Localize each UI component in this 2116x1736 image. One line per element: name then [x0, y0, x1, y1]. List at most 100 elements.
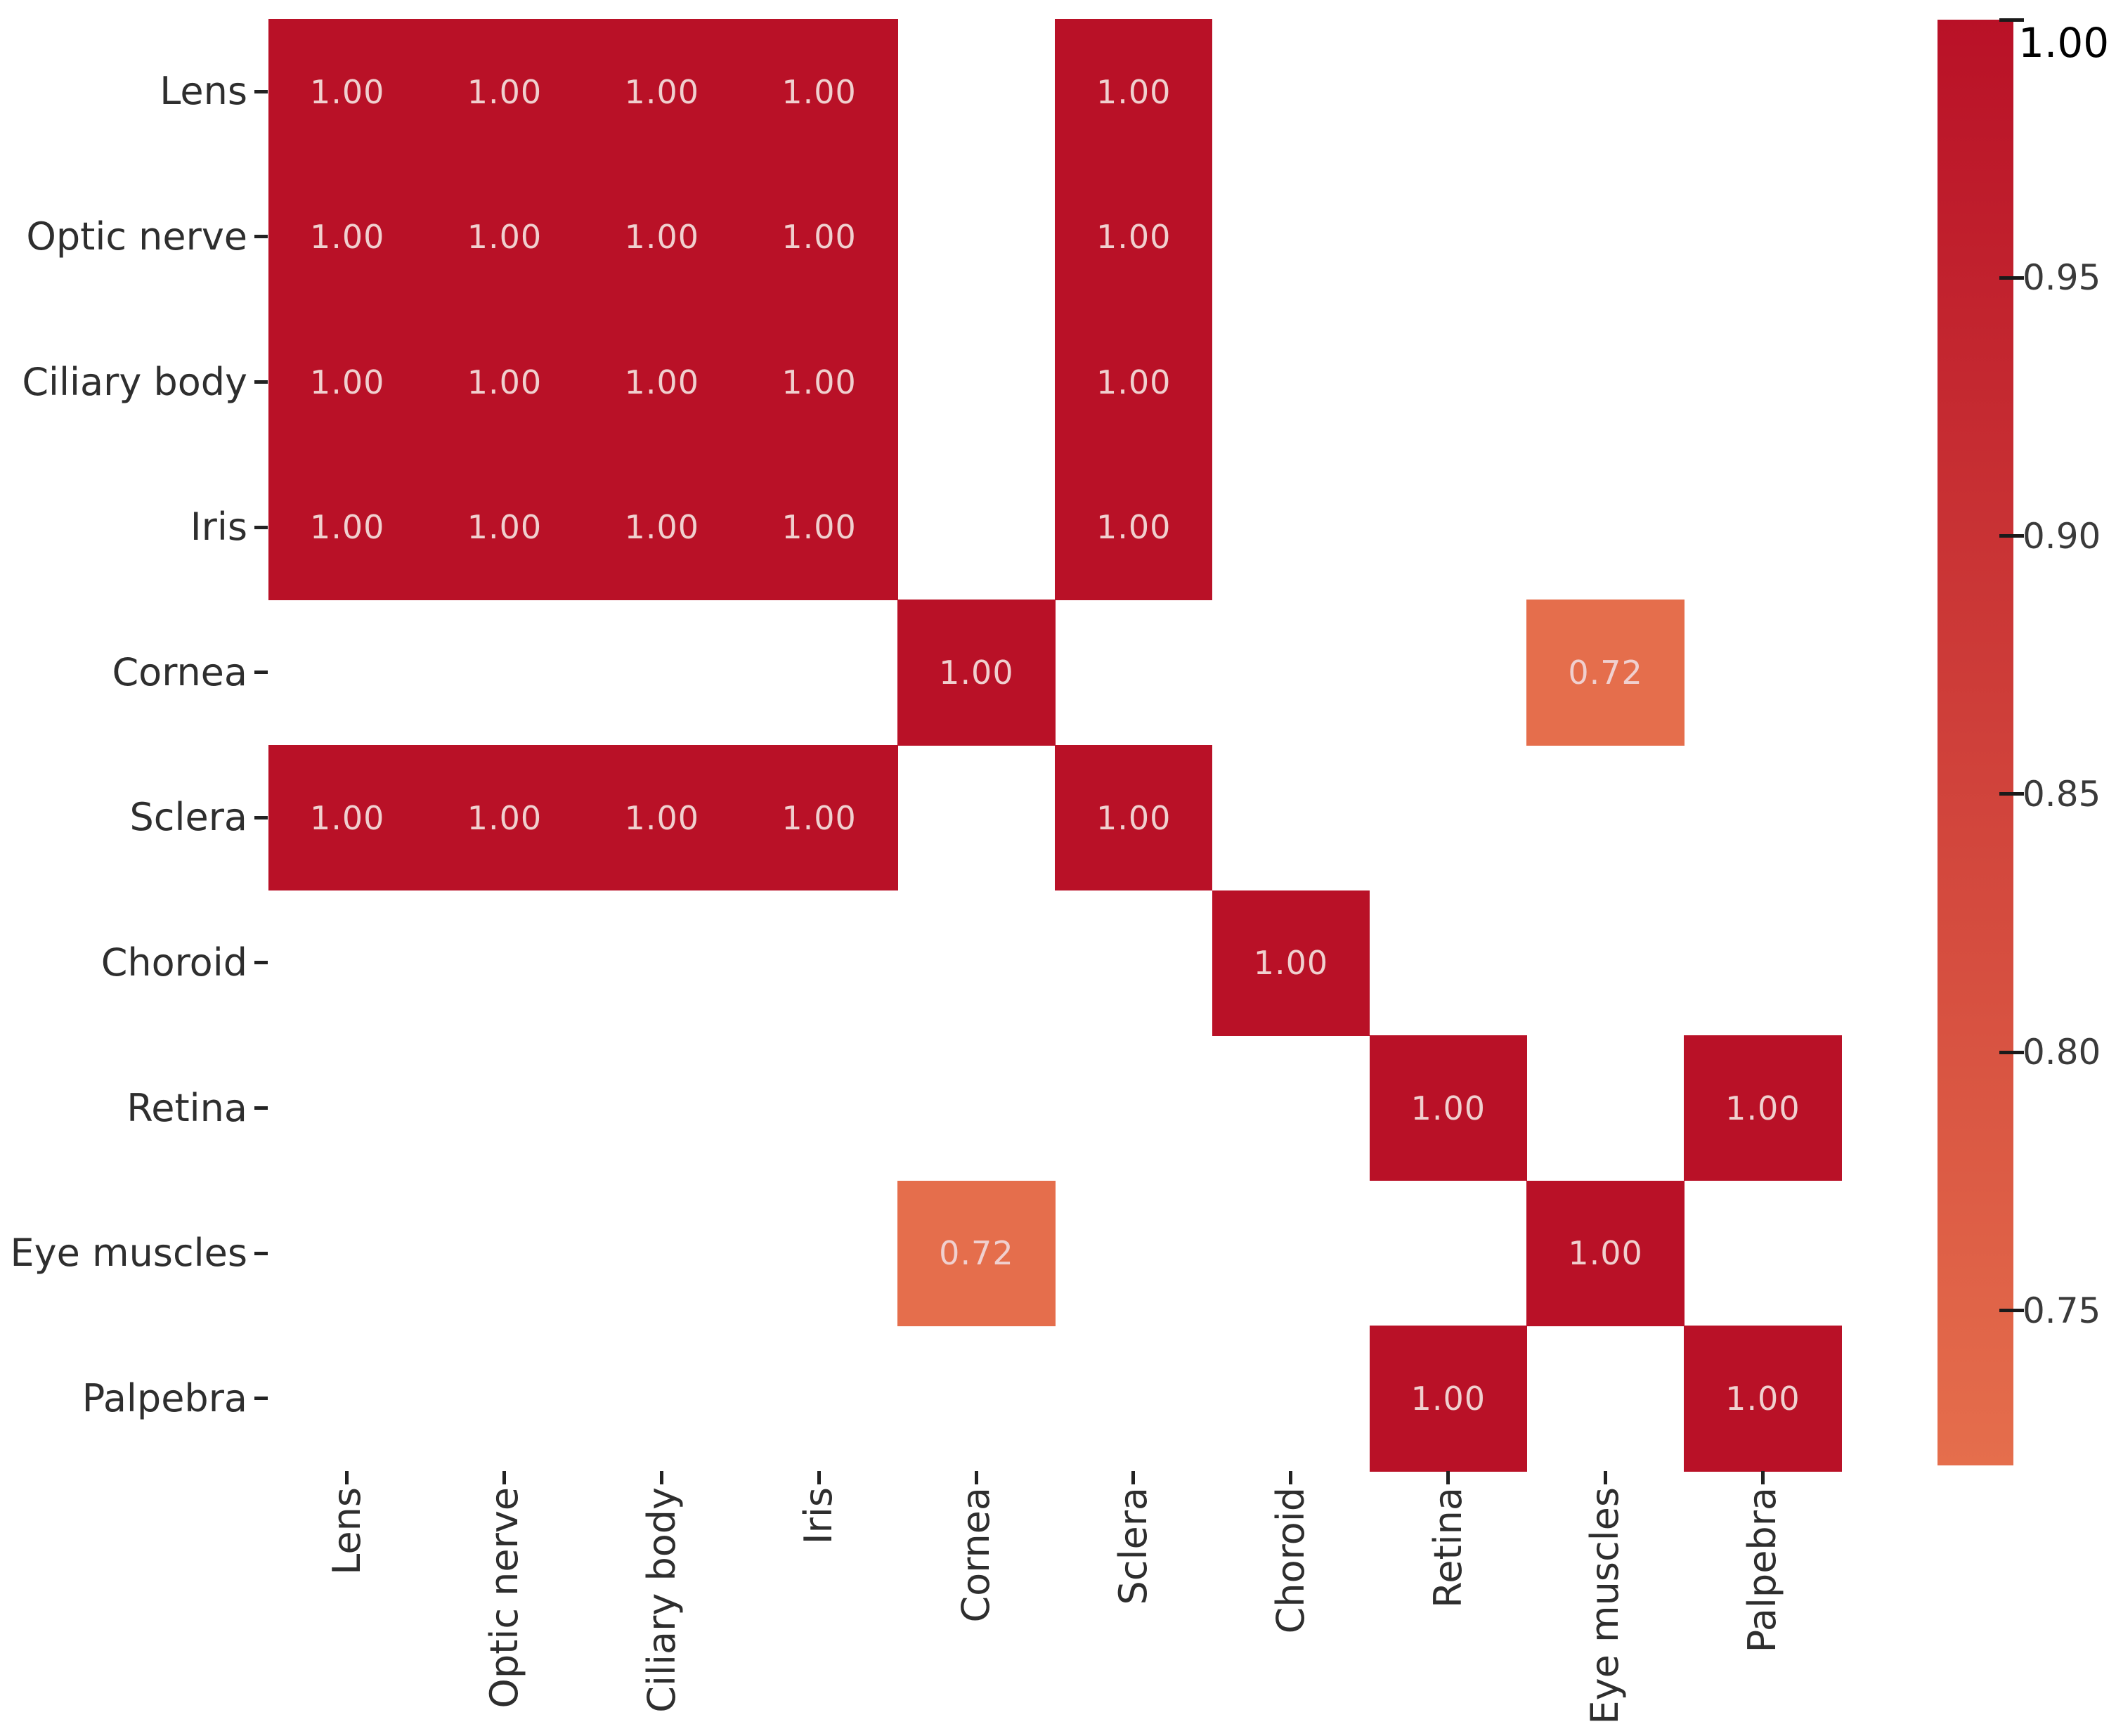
cell-value: 1.00 [1410, 1089, 1486, 1127]
cell-value: 1.00 [309, 72, 385, 111]
heatmap-cell-optic-nerve-x-ciliary-body: 1.00 [583, 164, 741, 310]
cell-value: 1.00 [781, 363, 857, 401]
colorbar-tick-mark [1999, 1309, 2024, 1313]
y-tick-mark [254, 815, 268, 820]
colorbar-tick-mark [1999, 792, 2024, 796]
x-tick-mark [817, 1471, 821, 1484]
cell-value: 1.00 [309, 363, 385, 401]
heatmap-cell-retina-x-retina: 1.00 [1369, 1035, 1527, 1181]
x-tick-label-text: Ciliary body [639, 1487, 684, 1713]
cell-value: 1.00 [467, 218, 543, 257]
heatmap-cell-cornea-x-cornea: 1.00 [897, 600, 1056, 746]
heatmap-cell-eye-muscles-x-eye-muscles: 1.00 [1526, 1180, 1685, 1326]
y-tick-label-cornea: Cornea [112, 649, 247, 694]
colorbar-tick-label: 0.90 [2023, 515, 2101, 557]
cell-value: 1.00 [624, 363, 699, 401]
cell-value: 1.00 [467, 508, 543, 547]
x-tick-mark [660, 1471, 663, 1484]
cell-value: 0.72 [939, 1234, 1014, 1273]
cell-value: 1.00 [1096, 798, 1171, 837]
x-tick-label-text: Eye muscles [1583, 1487, 1628, 1725]
colorbar-tick-mark [1999, 1050, 2024, 1054]
heatmap-cell-lens-x-sclera: 1.00 [1055, 19, 1213, 165]
colorbar-tick-label: 0.75 [2023, 1290, 2101, 1331]
cell-value: 1.00 [624, 218, 699, 257]
heatmap-cell-sclera-x-ciliary-body: 1.00 [583, 745, 741, 891]
x-tick-mark [502, 1471, 507, 1484]
x-tick-label-text: Choroid [1268, 1487, 1313, 1634]
heatmap-cell-sclera-x-lens: 1.00 [268, 745, 427, 891]
cell-value: 1.00 [624, 508, 699, 547]
cell-value: 1.00 [781, 218, 857, 257]
heatmap-cell-iris-x-optic-nerve: 1.00 [425, 454, 584, 600]
heatmap-cell-eye-muscles-x-cornea: 0.72 [897, 1180, 1056, 1326]
x-tick-label-text: Iris [796, 1487, 841, 1545]
x-tick-mark [1760, 1471, 1765, 1484]
heatmap-cell-optic-nerve-x-lens: 1.00 [268, 164, 427, 310]
heatmap-cell-iris-x-ciliary-body: 1.00 [583, 454, 741, 600]
cell-value: 1.00 [1096, 363, 1171, 401]
colorbar-gradient [1937, 20, 2013, 1465]
heatmap-cell-retina-x-palpebra: 1.00 [1684, 1035, 1842, 1181]
cell-value: 1.00 [309, 218, 385, 257]
cell-value: 1.00 [309, 798, 385, 837]
cell-value: 1.00 [781, 798, 857, 837]
y-tick-label-palpebra: Palpebra [82, 1375, 247, 1420]
colorbar-tick-label: 0.80 [2023, 1032, 2101, 1073]
heatmap-cell-ciliary-body-x-lens: 1.00 [268, 309, 427, 455]
y-tick-mark [254, 671, 268, 675]
heatmap-cell-iris-x-sclera: 1.00 [1055, 454, 1213, 600]
heatmap-cell-optic-nerve-x-optic-nerve: 1.00 [425, 164, 584, 310]
heatmap-cell-iris-x-iris: 1.00 [740, 454, 898, 600]
y-tick-label-optic-nerve: Optic nerve [26, 214, 247, 259]
x-tick-label-text: Cornea [954, 1487, 999, 1623]
y-tick-label-lens: Lens [160, 69, 247, 114]
cell-value: 1.00 [1568, 1234, 1643, 1273]
x-tick-mark [1131, 1471, 1136, 1484]
cell-value: 1.00 [1096, 72, 1171, 111]
heatmap-cell-palpebra-x-palpebra: 1.00 [1684, 1326, 1842, 1472]
cell-value: 1.00 [467, 798, 543, 837]
heatmap-cell-sclera-x-iris: 1.00 [740, 745, 898, 891]
y-tick-mark [254, 380, 268, 384]
cell-value: 1.00 [1096, 218, 1171, 257]
y-tick-mark [254, 1397, 268, 1401]
colorbar-tick-label: 0.95 [2023, 257, 2101, 299]
x-tick-mark [1289, 1471, 1293, 1484]
cell-value: 1.00 [467, 363, 543, 401]
cell-value: 0.72 [1568, 653, 1643, 692]
heatmap-cell-ciliary-body-x-sclera: 1.00 [1055, 309, 1213, 455]
heatmap-cell-lens-x-optic-nerve: 1.00 [425, 19, 584, 165]
cell-value: 1.00 [781, 508, 857, 547]
y-tick-mark [254, 525, 268, 529]
heatmap-cell-cornea-x-eye-muscles: 0.72 [1526, 600, 1685, 746]
cell-value: 1.00 [467, 72, 543, 111]
cell-value: 1.00 [624, 798, 699, 837]
colorbar-tick-mark [1999, 276, 2024, 280]
heatmap-cell-sclera-x-sclera: 1.00 [1055, 745, 1213, 891]
heatmap-cell-palpebra-x-retina: 1.00 [1369, 1326, 1527, 1472]
y-tick-label-retina: Retina [126, 1085, 247, 1130]
y-tick-mark [254, 89, 268, 93]
heatmap-cell-sclera-x-optic-nerve: 1.00 [425, 745, 584, 891]
heatmap-cell-iris-x-lens: 1.00 [268, 454, 427, 600]
cell-value: 1.00 [309, 508, 385, 547]
heatmap-cell-lens-x-lens: 1.00 [268, 19, 427, 165]
x-tick-label-text: Lens [324, 1487, 369, 1575]
cell-value: 1.00 [939, 653, 1014, 692]
cell-value: 1.00 [1725, 1089, 1800, 1127]
heatmap-cell-lens-x-iris: 1.00 [740, 19, 898, 165]
x-tick-mark [974, 1471, 978, 1484]
heatmap-cell-ciliary-body-x-iris: 1.00 [740, 309, 898, 455]
x-tick-mark [1446, 1471, 1450, 1484]
y-tick-mark [254, 235, 268, 239]
colorbar-tick-mark [1999, 18, 2024, 22]
y-tick-label-sclera: Sclera [129, 795, 247, 840]
y-tick-label-eye-muscles: Eye muscles [10, 1231, 247, 1276]
x-tick-mark [1603, 1471, 1607, 1484]
heatmap-cell-optic-nerve-x-sclera: 1.00 [1055, 164, 1213, 310]
x-tick-mark [345, 1471, 349, 1484]
y-tick-label-iris: Iris [190, 505, 247, 550]
y-tick-mark [254, 961, 268, 965]
cell-value: 1.00 [1725, 1379, 1800, 1418]
